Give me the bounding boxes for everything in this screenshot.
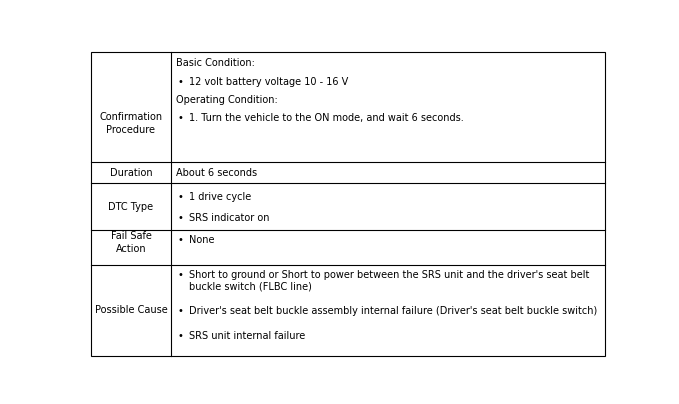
Text: 1. Turn the vehicle to the ON mode, and wait 6 seconds.: 1. Turn the vehicle to the ON mode, and … <box>189 113 464 123</box>
Text: •: • <box>177 236 183 245</box>
Text: SRS unit internal failure: SRS unit internal failure <box>189 331 306 341</box>
Text: SRS indicator on: SRS indicator on <box>189 213 270 223</box>
Text: Short to ground or Short to power between the SRS unit and the driver's seat bel: Short to ground or Short to power betwee… <box>189 270 589 280</box>
Text: •: • <box>177 306 183 316</box>
Text: •: • <box>177 331 183 341</box>
Text: Fail Safe
Action: Fail Safe Action <box>111 231 151 255</box>
Text: •: • <box>177 213 183 223</box>
Text: Basic Condition:: Basic Condition: <box>176 58 255 68</box>
Text: 1 drive cycle: 1 drive cycle <box>189 191 251 202</box>
Text: 12 volt battery voltage 10 - 16 V: 12 volt battery voltage 10 - 16 V <box>189 77 348 87</box>
Text: •: • <box>177 113 183 123</box>
Text: Duration: Duration <box>110 168 152 178</box>
Text: None: None <box>189 236 215 245</box>
Text: •: • <box>177 191 183 202</box>
Text: DTC Type: DTC Type <box>109 202 153 212</box>
Text: •: • <box>177 270 183 280</box>
Text: About 6 seconds: About 6 seconds <box>176 168 257 178</box>
Text: •: • <box>177 77 183 87</box>
Text: buckle switch (FLBC line): buckle switch (FLBC line) <box>189 282 312 291</box>
Text: Operating Condition:: Operating Condition: <box>176 95 278 105</box>
Text: Possible Cause: Possible Cause <box>94 305 167 316</box>
Text: Driver's seat belt buckle assembly internal failure (Driver's seat belt buckle s: Driver's seat belt buckle assembly inter… <box>189 306 598 316</box>
Text: Confirmation
Procedure: Confirmation Procedure <box>99 112 162 135</box>
